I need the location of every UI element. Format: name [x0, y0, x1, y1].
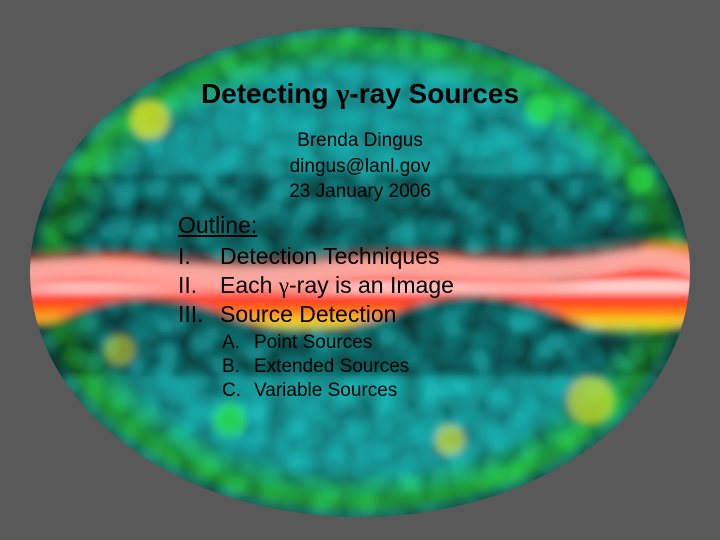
outline-item-text: Detection Techniques: [220, 243, 440, 269]
title-gamma: γ: [336, 79, 349, 110]
content-overlay: Detecting γ-ray Sources Brenda Dingus di…: [0, 0, 720, 540]
outline-item-num: II.: [178, 272, 220, 299]
outline-subitem: C.Variable Sources: [222, 380, 454, 402]
outline-item: II.Each γ-ray is an Image: [178, 272, 454, 299]
outline-item-prefix: Each: [220, 272, 279, 298]
author-name: Brenda Dingus: [0, 128, 720, 154]
outline-heading: Outline:: [178, 212, 454, 239]
outline-subitem-text: Variable Sources: [254, 380, 397, 401]
title-suffix: -ray Sources: [349, 78, 519, 109]
outline-subitem: A.Point Sources: [222, 332, 454, 354]
slide: Detecting γ-ray Sources Brenda Dingus di…: [0, 0, 720, 540]
author-email: dingus@lanl.gov: [0, 154, 720, 180]
outline-sublist: A.Point Sources B.Extended Sources C.Var…: [222, 332, 454, 402]
outline-item-num: I.: [178, 243, 220, 270]
outline-subitem-letter: B.: [222, 356, 254, 378]
outline-item: I.Detection Techniques: [178, 243, 454, 270]
outline-item-num: III.: [178, 301, 220, 328]
slide-title: Detecting γ-ray Sources: [0, 78, 720, 111]
outline-item-gamma: γ: [279, 273, 289, 298]
author-date: 23 January 2006: [0, 179, 720, 205]
outline-subitem: B.Extended Sources: [222, 356, 454, 378]
outline-list: I.Detection Techniques II.Each γ-ray is …: [178, 243, 454, 328]
outline-item-text: Source Detection: [220, 301, 396, 327]
outline-subitem-letter: A.: [222, 332, 254, 354]
outline-item-suffix: -ray is an Image: [289, 272, 454, 298]
outline-subitem-letter: C.: [222, 380, 254, 402]
outline-block: Outline: I.Detection Techniques II.Each …: [178, 212, 454, 404]
outline-subitem-text: Extended Sources: [254, 356, 409, 377]
author-block: Brenda Dingus dingus@lanl.gov 23 January…: [0, 128, 720, 205]
outline-subitem-text: Point Sources: [254, 332, 372, 353]
title-prefix: Detecting: [201, 78, 336, 109]
outline-item: III.Source Detection: [178, 301, 454, 328]
